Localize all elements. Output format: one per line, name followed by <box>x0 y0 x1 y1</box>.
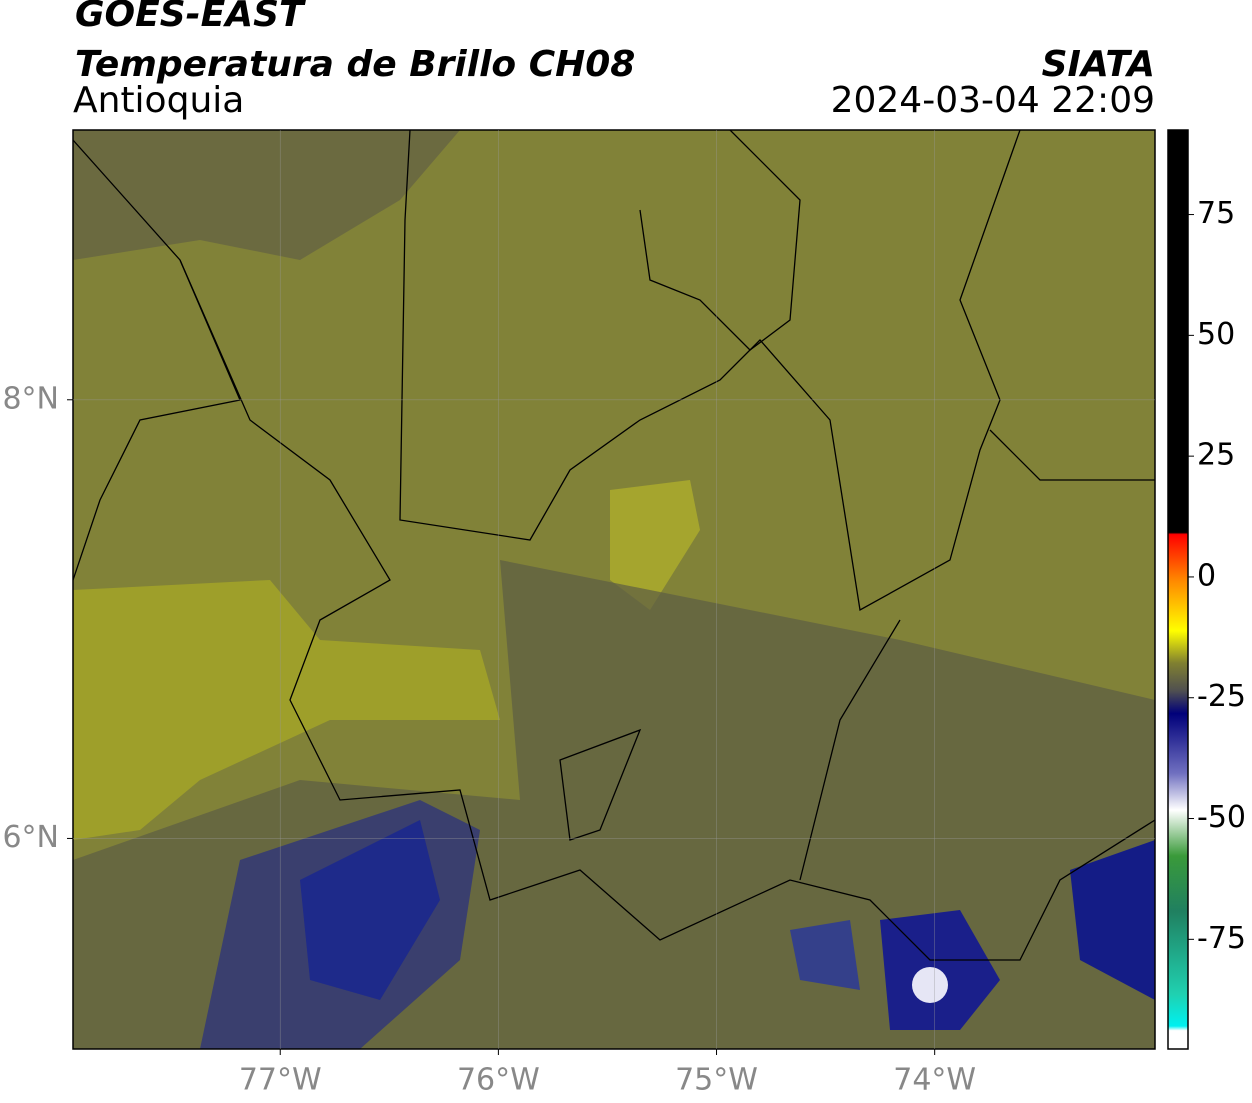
imagery <box>73 130 1155 1049</box>
lat-tick-label: 8°N <box>2 381 59 416</box>
map-frame <box>72 129 1156 1050</box>
satellite-title: GOES-EAST <box>75 0 306 35</box>
colorbar-tick-label: 75 <box>1197 196 1235 231</box>
region-label: Antioquia <box>73 80 244 121</box>
lat-tick-label: 6°N <box>2 820 59 855</box>
colorbar-tick-label: -75 <box>1197 921 1246 956</box>
datetime-label: 2024-03-04 22:09 <box>831 80 1155 121</box>
lon-tick-label: 75°W <box>675 1063 758 1098</box>
colorbar-tick-label: -25 <box>1197 679 1246 714</box>
colorbar <box>1167 129 1189 1050</box>
product-title: Temperatura de Brillo CH08 <box>75 44 635 85</box>
lon-tick-label: 76°W <box>457 1063 540 1098</box>
colorbar-tick-label: 25 <box>1197 438 1235 473</box>
colorbar-tick-label: 0 <box>1197 558 1216 593</box>
colorbar-tick-label: 50 <box>1197 317 1235 352</box>
lon-tick-label: 74°W <box>893 1063 976 1098</box>
colorbar-tick-label: -50 <box>1197 800 1246 835</box>
lon-tick-label: 77°W <box>239 1063 322 1098</box>
source-label: SIATA <box>1042 44 1155 85</box>
